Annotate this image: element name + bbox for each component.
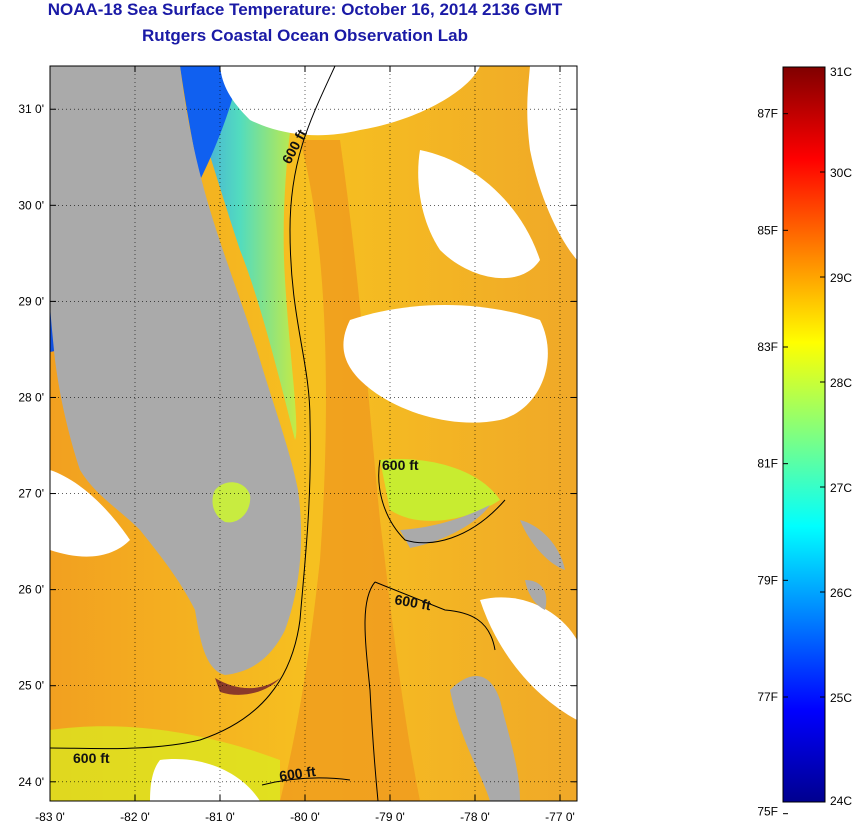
contour-label: 600 ft (382, 457, 419, 473)
lat-tick-label: 30 0' (18, 198, 44, 212)
lon-tick-label: -82 0' (120, 810, 150, 824)
lon-tick-label: -79 0' (375, 810, 405, 824)
colorbar-label-celsius: 31C (830, 65, 852, 79)
cloud-region (418, 150, 540, 279)
colorbar-label-celsius: 30C (830, 166, 852, 180)
lat-tick-label: 24 0' (18, 775, 44, 789)
lon-tick-label: -80 0' (290, 810, 320, 824)
shelf-water (180, 66, 300, 440)
grand-bahama (400, 505, 490, 548)
map-subtitle: Rutgers Coastal Ocean Observation Lab (142, 26, 468, 45)
cloud-region (480, 597, 577, 720)
lat-tick-label: 31 0' (18, 102, 44, 116)
cloud-region (527, 66, 577, 260)
colorbar-label-celsius: 28C (830, 376, 852, 390)
colorbar-label-celsius: 25C (830, 691, 852, 705)
gulf-stream-band (280, 140, 420, 801)
lon-tick-label: -83 0' (35, 810, 65, 824)
isobath-contour (364, 581, 379, 801)
colorbar-gradient (782, 66, 826, 803)
bahamas-island (525, 580, 547, 610)
cold-water (180, 66, 240, 180)
colorbar-label-fahrenheit: 81F (757, 457, 778, 471)
colorbar-label-fahrenheit: 87F (757, 107, 778, 121)
colorbar-label-fahrenheit: 79F (757, 573, 778, 587)
colorbar-label-celsius: 24C (830, 794, 852, 808)
contour-label: 600 ft (73, 750, 110, 766)
lat-tick-label: 29 0' (18, 294, 44, 308)
lon-tick-label: -78 0' (460, 810, 490, 824)
lat-tick-label: 27 0' (18, 487, 44, 501)
lat-tick-label: 28 0' (18, 390, 44, 404)
colorbar-labels: 31C 30C 29C 28C 27C 26C 25C 24C 87F 85F 83F 81F 79F 7… (757, 65, 852, 819)
lat-tick-label: 25 0' (18, 679, 44, 693)
florida-keys (215, 678, 280, 695)
lake-okeechobee (212, 482, 251, 523)
colorbar-label-fahrenheit: 75F (757, 805, 778, 819)
lat-tick-label: 26 0' (18, 583, 44, 597)
florida-land (50, 66, 302, 675)
colorbar-label-celsius: 26C (830, 586, 852, 600)
colorbar-label-fahrenheit: 77F (757, 690, 778, 704)
colorbar-label-celsius: 29C (830, 271, 852, 285)
cloud-region (343, 305, 548, 423)
cloud-region (220, 66, 480, 136)
lon-tick-label: -81 0' (205, 810, 235, 824)
cool-patch (380, 459, 500, 521)
map-title: NOAA-18 Sea Surface Temperature: October… (47, 0, 563, 19)
isobath-contour (374, 581, 496, 651)
isobath-contour (50, 66, 336, 750)
axis-labels: -83 0' -82 0' -81 0' -80 0' -79 0' -78 0' -77 … (18, 102, 574, 824)
isobath-contour (378, 459, 506, 544)
cloud-region (50, 470, 130, 557)
contour-label: 600 ft (278, 763, 317, 784)
map-frame (49, 65, 578, 802)
contour-label: 600 ft (393, 591, 432, 613)
colorbar-label-celsius: 27C (830, 481, 852, 495)
andros-island (450, 676, 520, 801)
lon-tick-label: -77 0' (545, 810, 575, 824)
colorbar-label-fahrenheit: 83F (757, 340, 778, 354)
cloud-region (150, 759, 260, 801)
abaco-island (520, 520, 565, 570)
colorbar-label-fahrenheit: 85F (757, 223, 778, 237)
